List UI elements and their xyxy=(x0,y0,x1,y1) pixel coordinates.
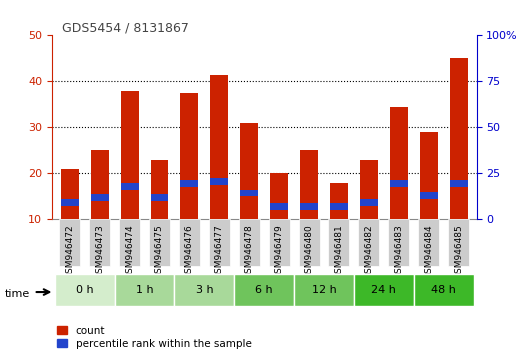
Text: GSM946479: GSM946479 xyxy=(275,224,284,279)
Bar xyxy=(360,160,378,219)
FancyBboxPatch shape xyxy=(175,274,234,306)
Bar xyxy=(180,93,198,219)
FancyBboxPatch shape xyxy=(358,219,379,266)
Text: GSM946480: GSM946480 xyxy=(305,224,313,279)
Text: GSM946475: GSM946475 xyxy=(155,224,164,279)
Bar xyxy=(360,199,378,206)
FancyBboxPatch shape xyxy=(328,219,350,266)
Text: GSM946473: GSM946473 xyxy=(95,224,104,279)
Text: 3 h: 3 h xyxy=(195,285,213,295)
FancyBboxPatch shape xyxy=(89,219,110,266)
Text: GSM946483: GSM946483 xyxy=(394,224,404,279)
Text: GSM946477: GSM946477 xyxy=(215,224,224,279)
FancyBboxPatch shape xyxy=(448,219,469,266)
Bar xyxy=(240,123,258,219)
FancyBboxPatch shape xyxy=(269,219,290,266)
Bar xyxy=(121,183,138,190)
Text: GSM946485: GSM946485 xyxy=(454,224,463,279)
Bar xyxy=(390,181,408,187)
Bar xyxy=(91,194,109,201)
Text: GSM946472: GSM946472 xyxy=(65,224,74,279)
Text: GSM946474: GSM946474 xyxy=(125,224,134,279)
Text: 6 h: 6 h xyxy=(255,285,273,295)
FancyBboxPatch shape xyxy=(354,274,414,306)
Text: GSM946476: GSM946476 xyxy=(185,224,194,279)
Text: GDS5454 / 8131867: GDS5454 / 8131867 xyxy=(62,21,189,34)
Bar xyxy=(151,160,168,219)
Bar xyxy=(151,194,168,201)
FancyBboxPatch shape xyxy=(414,274,473,306)
Bar xyxy=(420,192,438,199)
Text: 12 h: 12 h xyxy=(312,285,336,295)
Bar xyxy=(420,132,438,219)
Text: GSM946481: GSM946481 xyxy=(335,224,343,279)
FancyBboxPatch shape xyxy=(149,219,170,266)
FancyBboxPatch shape xyxy=(119,219,140,266)
Text: time: time xyxy=(5,289,31,299)
FancyBboxPatch shape xyxy=(388,219,409,266)
Text: GSM946484: GSM946484 xyxy=(424,224,433,279)
FancyBboxPatch shape xyxy=(239,219,260,266)
FancyBboxPatch shape xyxy=(298,219,320,266)
Bar xyxy=(330,203,348,210)
FancyBboxPatch shape xyxy=(209,219,230,266)
Bar xyxy=(61,199,79,206)
Text: GSM946482: GSM946482 xyxy=(364,224,373,279)
Bar xyxy=(300,203,318,210)
FancyBboxPatch shape xyxy=(418,219,439,266)
Bar xyxy=(450,58,468,219)
Bar xyxy=(300,150,318,219)
Bar xyxy=(180,181,198,187)
FancyBboxPatch shape xyxy=(294,274,354,306)
Bar xyxy=(270,203,288,210)
Bar xyxy=(330,183,348,219)
FancyBboxPatch shape xyxy=(179,219,200,266)
Bar xyxy=(210,178,228,185)
Text: 48 h: 48 h xyxy=(431,285,456,295)
Bar xyxy=(270,173,288,219)
Bar xyxy=(61,169,79,219)
Legend: count, percentile rank within the sample: count, percentile rank within the sample xyxy=(57,326,252,349)
Bar xyxy=(121,91,138,219)
FancyBboxPatch shape xyxy=(114,274,175,306)
FancyBboxPatch shape xyxy=(55,274,114,306)
Bar xyxy=(450,181,468,187)
FancyBboxPatch shape xyxy=(234,274,294,306)
FancyBboxPatch shape xyxy=(59,219,80,266)
Bar xyxy=(240,190,258,196)
Text: 0 h: 0 h xyxy=(76,285,94,295)
Bar xyxy=(91,150,109,219)
Bar xyxy=(390,107,408,219)
Bar xyxy=(210,74,228,219)
Text: 24 h: 24 h xyxy=(371,285,396,295)
Text: GSM946478: GSM946478 xyxy=(244,224,254,279)
Text: 1 h: 1 h xyxy=(136,285,153,295)
